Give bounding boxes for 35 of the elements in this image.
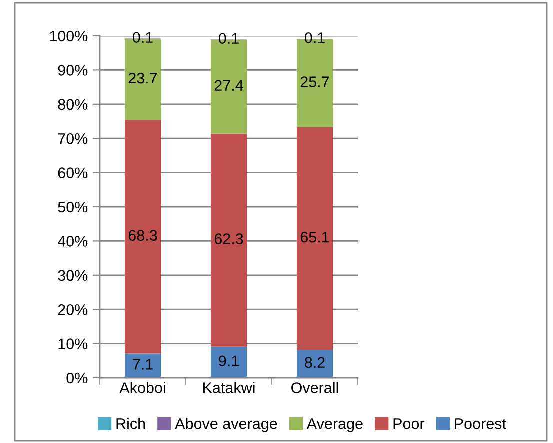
- data-label: 68.3: [128, 230, 158, 242]
- y-tick-label: 50%: [58, 202, 88, 213]
- x-tick-label: Overall: [292, 382, 338, 394]
- data-label: 65.1: [300, 232, 330, 243]
- data-label: 27.4: [214, 80, 244, 91]
- legend-label: Poorest: [455, 418, 506, 430]
- y-tick-label: 90%: [58, 65, 88, 76]
- data-label: 62.3: [214, 234, 244, 244]
- data-label: 7.1: [133, 359, 153, 370]
- y-tick-label: 70%: [58, 133, 88, 144]
- x-tick-label: Akoboi: [120, 382, 166, 394]
- bar: [124, 354, 162, 378]
- bar: [210, 134, 248, 347]
- y-tick-label: 100%: [50, 30, 88, 42]
- x-tick-label: Katakwi: [204, 382, 255, 394]
- y-tick-label: 60%: [58, 168, 88, 178]
- legend-label: Above average: [175, 418, 278, 432]
- data-label: 9.1: [219, 356, 239, 367]
- data-label: 0.1: [304, 32, 325, 44]
- y-tick-label: 10%: [58, 338, 88, 350]
- y-tick-label: 40%: [58, 236, 88, 247]
- data-label: 23.7: [128, 72, 158, 84]
- bar: [210, 346, 248, 378]
- y-tick-label: 80%: [58, 99, 88, 110]
- y-tick-label: 20%: [58, 304, 88, 316]
- legend-label: Rich: [116, 418, 146, 430]
- bar: [296, 350, 334, 378]
- data-label: 25.7: [300, 76, 330, 88]
- y-tick-label: 0%: [66, 372, 88, 384]
- data-label: 8.2: [305, 357, 325, 368]
- y-tick-label: 30%: [58, 270, 88, 282]
- legend-label: Average: [306, 418, 363, 432]
- bar: [296, 127, 334, 350]
- legend-label: Poor: [394, 418, 425, 430]
- bar: [124, 120, 162, 354]
